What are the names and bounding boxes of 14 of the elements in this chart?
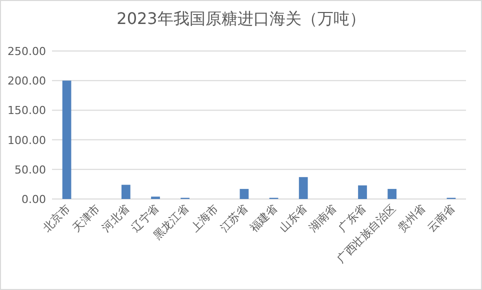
y-tick-label: 100.00 — [8, 134, 46, 147]
x-tick-label: 湖南省 — [306, 202, 340, 234]
bar — [388, 188, 397, 199]
y-tick-label: 200.00 — [8, 74, 46, 88]
bar — [298, 177, 308, 199]
x-tick-label: 河北省 — [100, 202, 132, 234]
y-tick-label: 150.00 — [8, 104, 46, 118]
bar — [358, 185, 367, 199]
bar — [62, 80, 72, 199]
y-tick-label: 50.00 — [14, 163, 46, 176]
bar — [240, 188, 249, 199]
bar — [121, 184, 130, 199]
y-tick-label: 250.00 — [8, 45, 46, 58]
chart-title: 2023年我国原糖进口海关（万吨） — [116, 9, 366, 28]
